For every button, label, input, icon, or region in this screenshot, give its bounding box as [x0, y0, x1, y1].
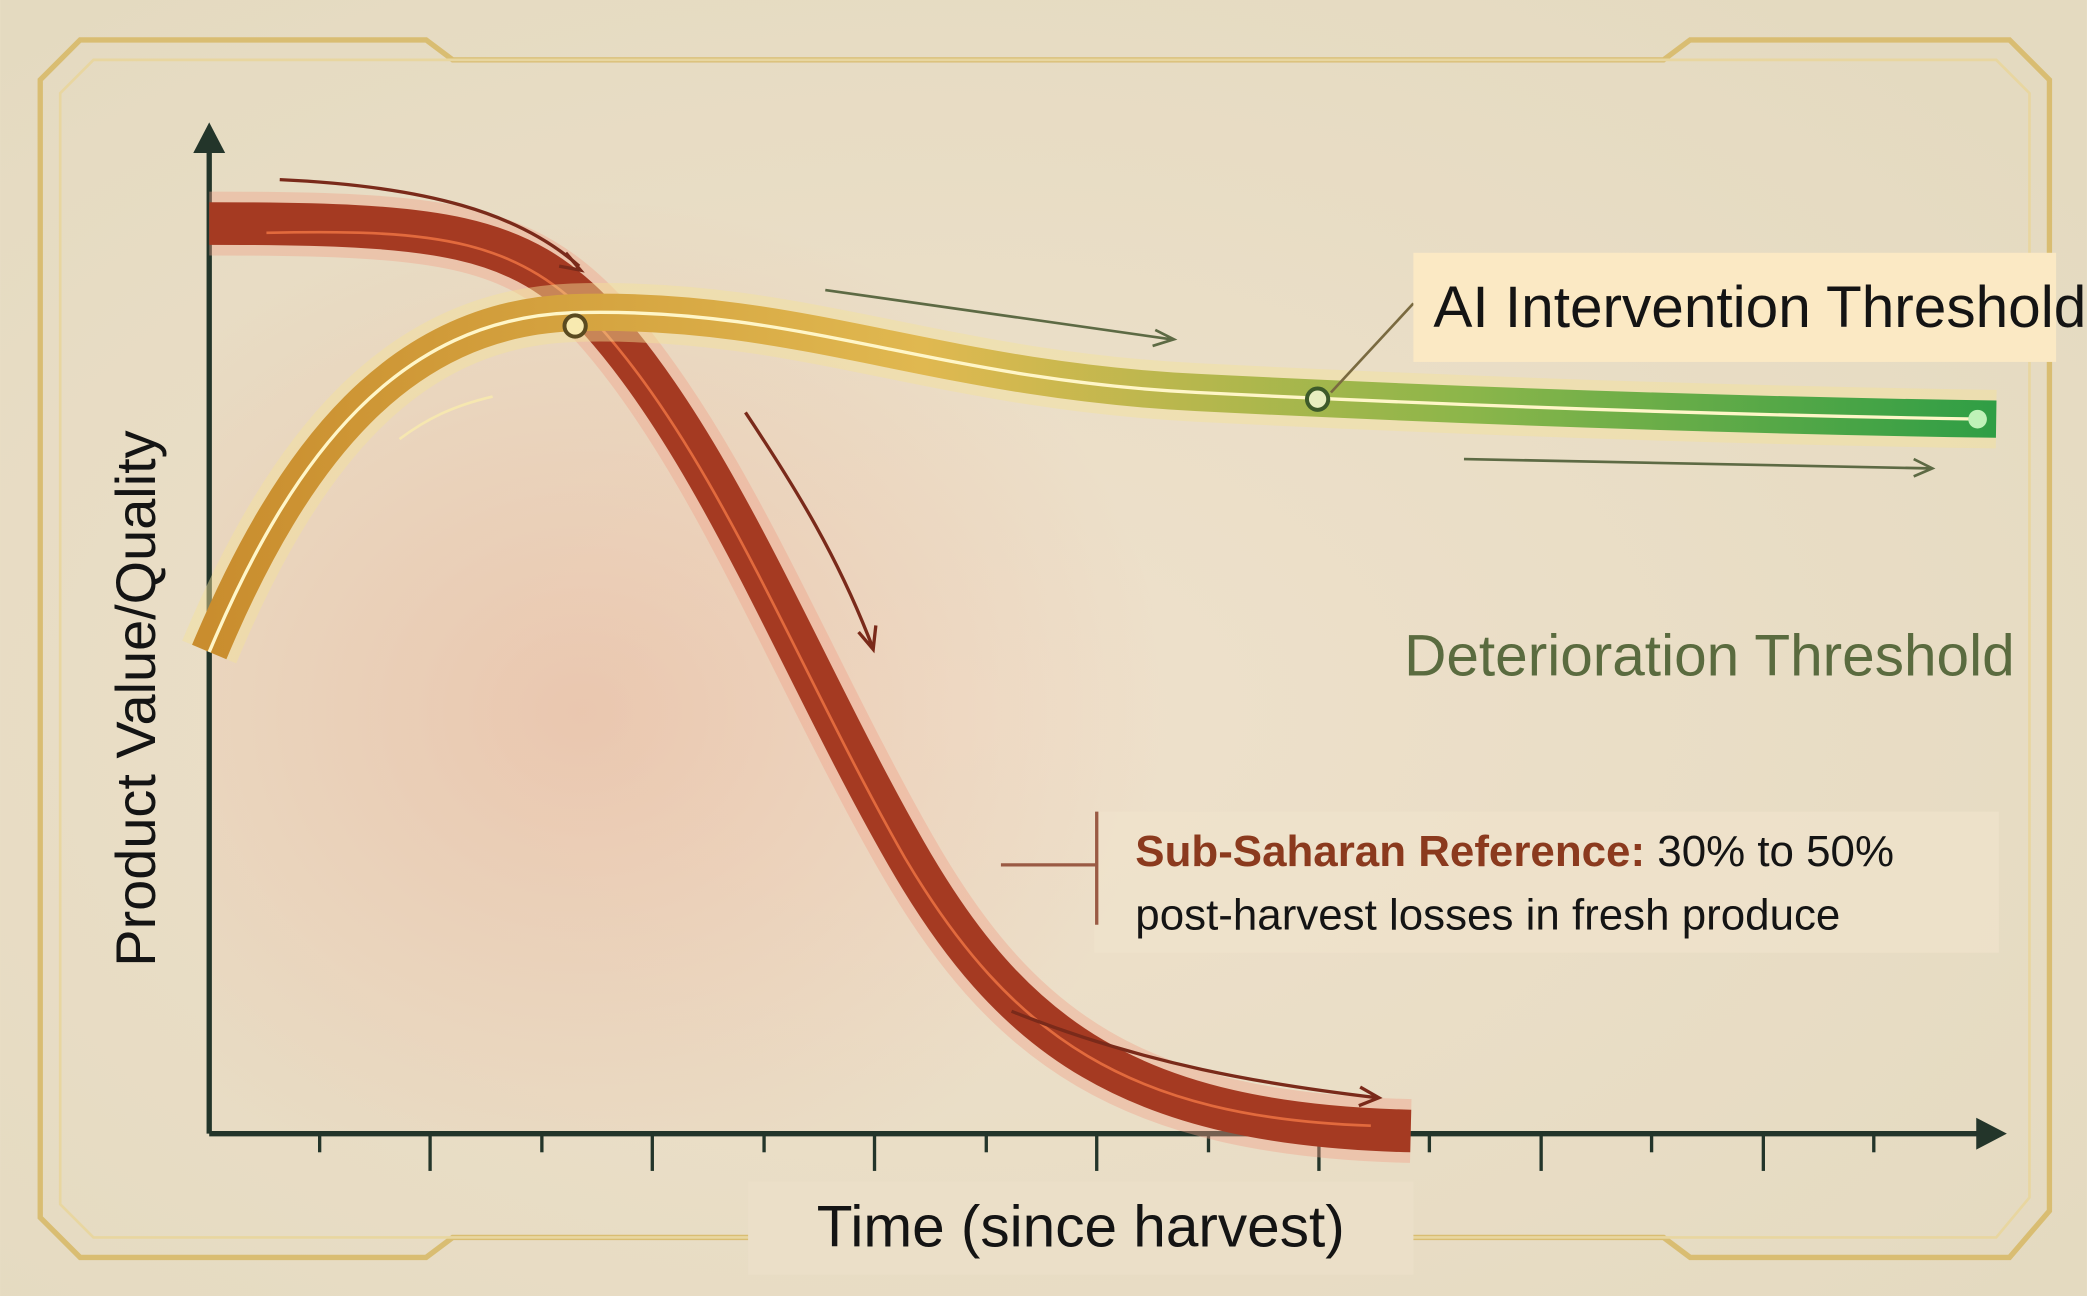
deterioration-label: Deterioration Threshold [1404, 623, 2015, 688]
node [1968, 410, 1987, 429]
annotation-text: post-harvest losses in fresh produce [1135, 891, 1840, 940]
diagram: AI Intervention Threshold Deterioration … [0, 0, 2087, 1296]
annotation-title: Sub-Saharan Reference: [1135, 827, 1645, 876]
x-axis-label: Time (since harvest) [817, 1194, 1345, 1259]
node [1307, 389, 1328, 410]
annotation-line: Sub-Saharan Reference: 30% to 50% [1135, 827, 1894, 876]
annotation-text: 30% to 50% [1657, 827, 1894, 876]
y-axis-label: Product Value/Quality [104, 430, 167, 966]
ai-threshold-label: AI Intervention Threshold [1433, 275, 2086, 340]
page: {"axes": {"y_label": "Product Value/Qual… [0, 0, 2087, 1296]
node [564, 315, 585, 336]
